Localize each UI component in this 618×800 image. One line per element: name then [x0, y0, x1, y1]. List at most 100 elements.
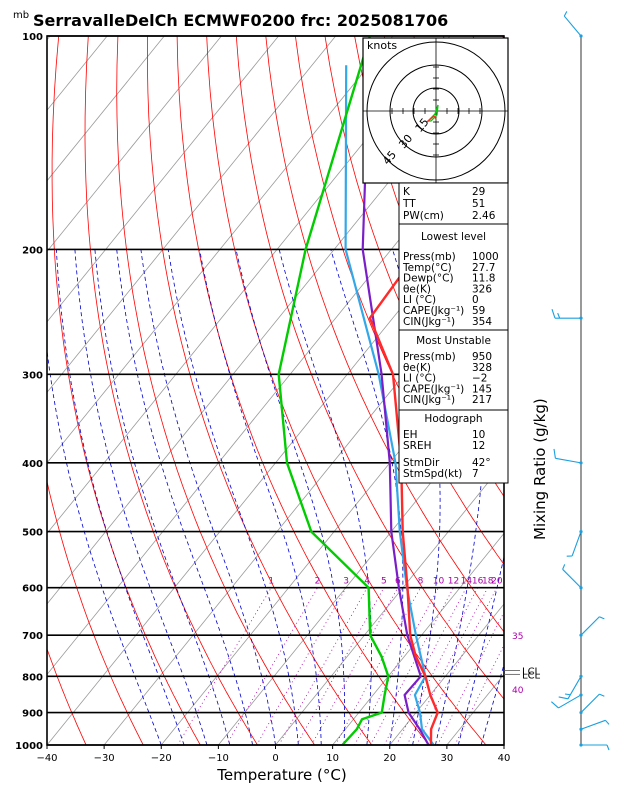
wind-barb-flag — [553, 448, 556, 459]
panel-value: 59 — [472, 305, 485, 317]
panel-label: θe(K) — [403, 362, 431, 374]
mixing-ratio-label: 18 — [482, 577, 494, 587]
dry-adiabat — [84, 36, 258, 745]
panel-label: CIN(Jkg⁻¹) — [403, 316, 455, 328]
panel-label: SREH — [403, 440, 432, 452]
x-tick-label: −30 — [94, 753, 115, 764]
lcl-label: LCL — [522, 670, 541, 681]
hodograph-trace-low — [426, 104, 439, 122]
isotherm — [103, 250, 504, 745]
panel-box — [398, 182, 509, 225]
mixing-ratio-line — [256, 587, 347, 745]
wind-barb-staff — [555, 457, 582, 464]
isotherm — [332, 532, 504, 745]
mixing-ratio-line — [354, 587, 439, 745]
mixing-ratio-label: 1 — [268, 577, 274, 587]
mixing-ratio-label: 4 — [364, 577, 370, 587]
isotherm — [275, 462, 504, 745]
isotherm — [47, 36, 451, 535]
dry-adiabat — [0, 36, 35, 760]
panel-value: 12 — [472, 440, 485, 452]
panel-box — [398, 329, 509, 411]
mixing-ratio-line — [406, 587, 489, 745]
pressure-tick-label: 300 — [22, 370, 43, 381]
sounding-indices-panel: K 29 TT 51 PW(cm) 2.46 Lowest level Press(mb) 10… — [398, 182, 509, 484]
mixing-ratio-line — [311, 587, 399, 745]
panel-value: 42° — [472, 457, 491, 469]
wind-barb-half-flag — [564, 693, 571, 696]
pressure-tick-label: 800 — [22, 672, 43, 683]
panel-label: θe(K) — [403, 283, 431, 295]
moist-adiabat — [199, 249, 322, 745]
mixing-ratio-line — [296, 587, 385, 745]
sounding-profiles — [277, 36, 504, 745]
panel-value: 326 — [472, 283, 492, 295]
x-tick-label: 20 — [383, 753, 396, 764]
isotherm — [47, 180, 504, 745]
panel-value: 0 — [472, 294, 479, 306]
panel-label: CIN(Jkg⁻¹) — [403, 394, 455, 406]
parcel-lowest-level — [344, 65, 435, 745]
dry-adiabat — [47, 647, 87, 745]
x-tick-label: 10 — [326, 753, 339, 764]
wind-barb-staff — [580, 719, 606, 730]
mixing-ratio-label: 6 — [395, 577, 401, 587]
moist-adiabat — [330, 249, 404, 745]
mixing-ratio-line — [370, 587, 454, 745]
wind-barb-staff — [567, 676, 582, 700]
x-tick-label: 40 — [498, 753, 511, 764]
background-grid — [0, 36, 504, 760]
pressure-unit-label: mb — [13, 10, 29, 21]
wind-barb-half-flag — [557, 312, 561, 319]
moist-adiabat — [435, 249, 486, 745]
mixing-ratio-label: 10 — [433, 577, 445, 587]
wind-barb-flag — [551, 308, 556, 319]
moist-adiabat — [94, 249, 231, 745]
wind-barb-flag — [551, 701, 559, 709]
isotherm — [218, 391, 504, 745]
panel-label: Dewp(°C) — [403, 273, 454, 285]
mixing-ratio-line — [395, 587, 478, 745]
panel-value: 29 — [472, 186, 485, 198]
panel-label: LI (°C) — [403, 294, 436, 306]
parcel-most-unstable — [361, 65, 430, 745]
panel-value: 328 — [472, 362, 492, 374]
dry-adiabat — [176, 36, 430, 745]
right-edge-label: 35 — [512, 632, 523, 642]
wind-barb-half-flag — [563, 11, 568, 17]
pressure-axis: 100 200 300 400 500 600 700 800 900 1000 — [15, 32, 43, 752]
panel-label: StmDir — [403, 457, 440, 469]
isotherm — [47, 36, 222, 252]
dry-adiabat — [116, 36, 316, 745]
temperature-profile — [368, 53, 504, 745]
wind-barb-staff — [580, 616, 600, 636]
mixing-ratio-label: 3 — [343, 577, 349, 587]
panel-value: 11.8 — [472, 273, 495, 285]
mixing-ratio-line — [335, 587, 421, 745]
panel-label: TT — [402, 198, 416, 210]
pressure-tick-label: 400 — [22, 459, 43, 470]
right-edge-label: 40 — [512, 686, 524, 696]
mixing-ratio-label: 16 — [472, 577, 484, 587]
chart-title: SerravalleDelCh ECMWF0200 frc: 202508170… — [33, 11, 448, 30]
pressure-tick-label: 700 — [22, 631, 43, 642]
wind-barb-staff — [580, 693, 600, 713]
panel-value: 10 — [472, 429, 485, 441]
wind-barb-half-flag — [599, 693, 605, 697]
panel-value: 217 — [472, 394, 492, 406]
wind-barb-staff — [558, 694, 582, 709]
mixing-ratio-line — [278, 587, 368, 745]
mixing-ratio-axis-label: Mixing Ratio (g/kg) — [531, 398, 549, 540]
panel-value: 950 — [472, 351, 492, 363]
pressure-tick-label: 900 — [22, 709, 43, 720]
mixing-ratio-line — [226, 587, 318, 745]
mixing-ratio-label: 8 — [418, 577, 424, 587]
x-tick-label: −20 — [151, 753, 172, 764]
pressure-tick-label: 1000 — [15, 741, 43, 752]
panel-value: 51 — [472, 198, 485, 210]
panel-label: LI (°C) — [403, 373, 436, 385]
isotherm — [47, 36, 336, 394]
